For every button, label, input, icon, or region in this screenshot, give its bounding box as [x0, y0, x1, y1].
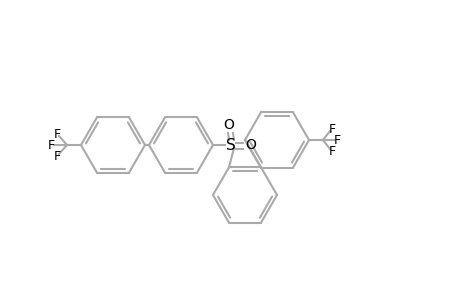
Text: F: F — [47, 139, 55, 152]
Text: F: F — [328, 122, 335, 136]
Text: O: O — [245, 138, 256, 152]
Text: F: F — [53, 149, 61, 163]
Text: O: O — [223, 118, 234, 132]
Text: F: F — [53, 128, 61, 140]
Text: F: F — [333, 134, 340, 146]
Text: S: S — [226, 137, 235, 152]
Text: F: F — [328, 145, 335, 158]
